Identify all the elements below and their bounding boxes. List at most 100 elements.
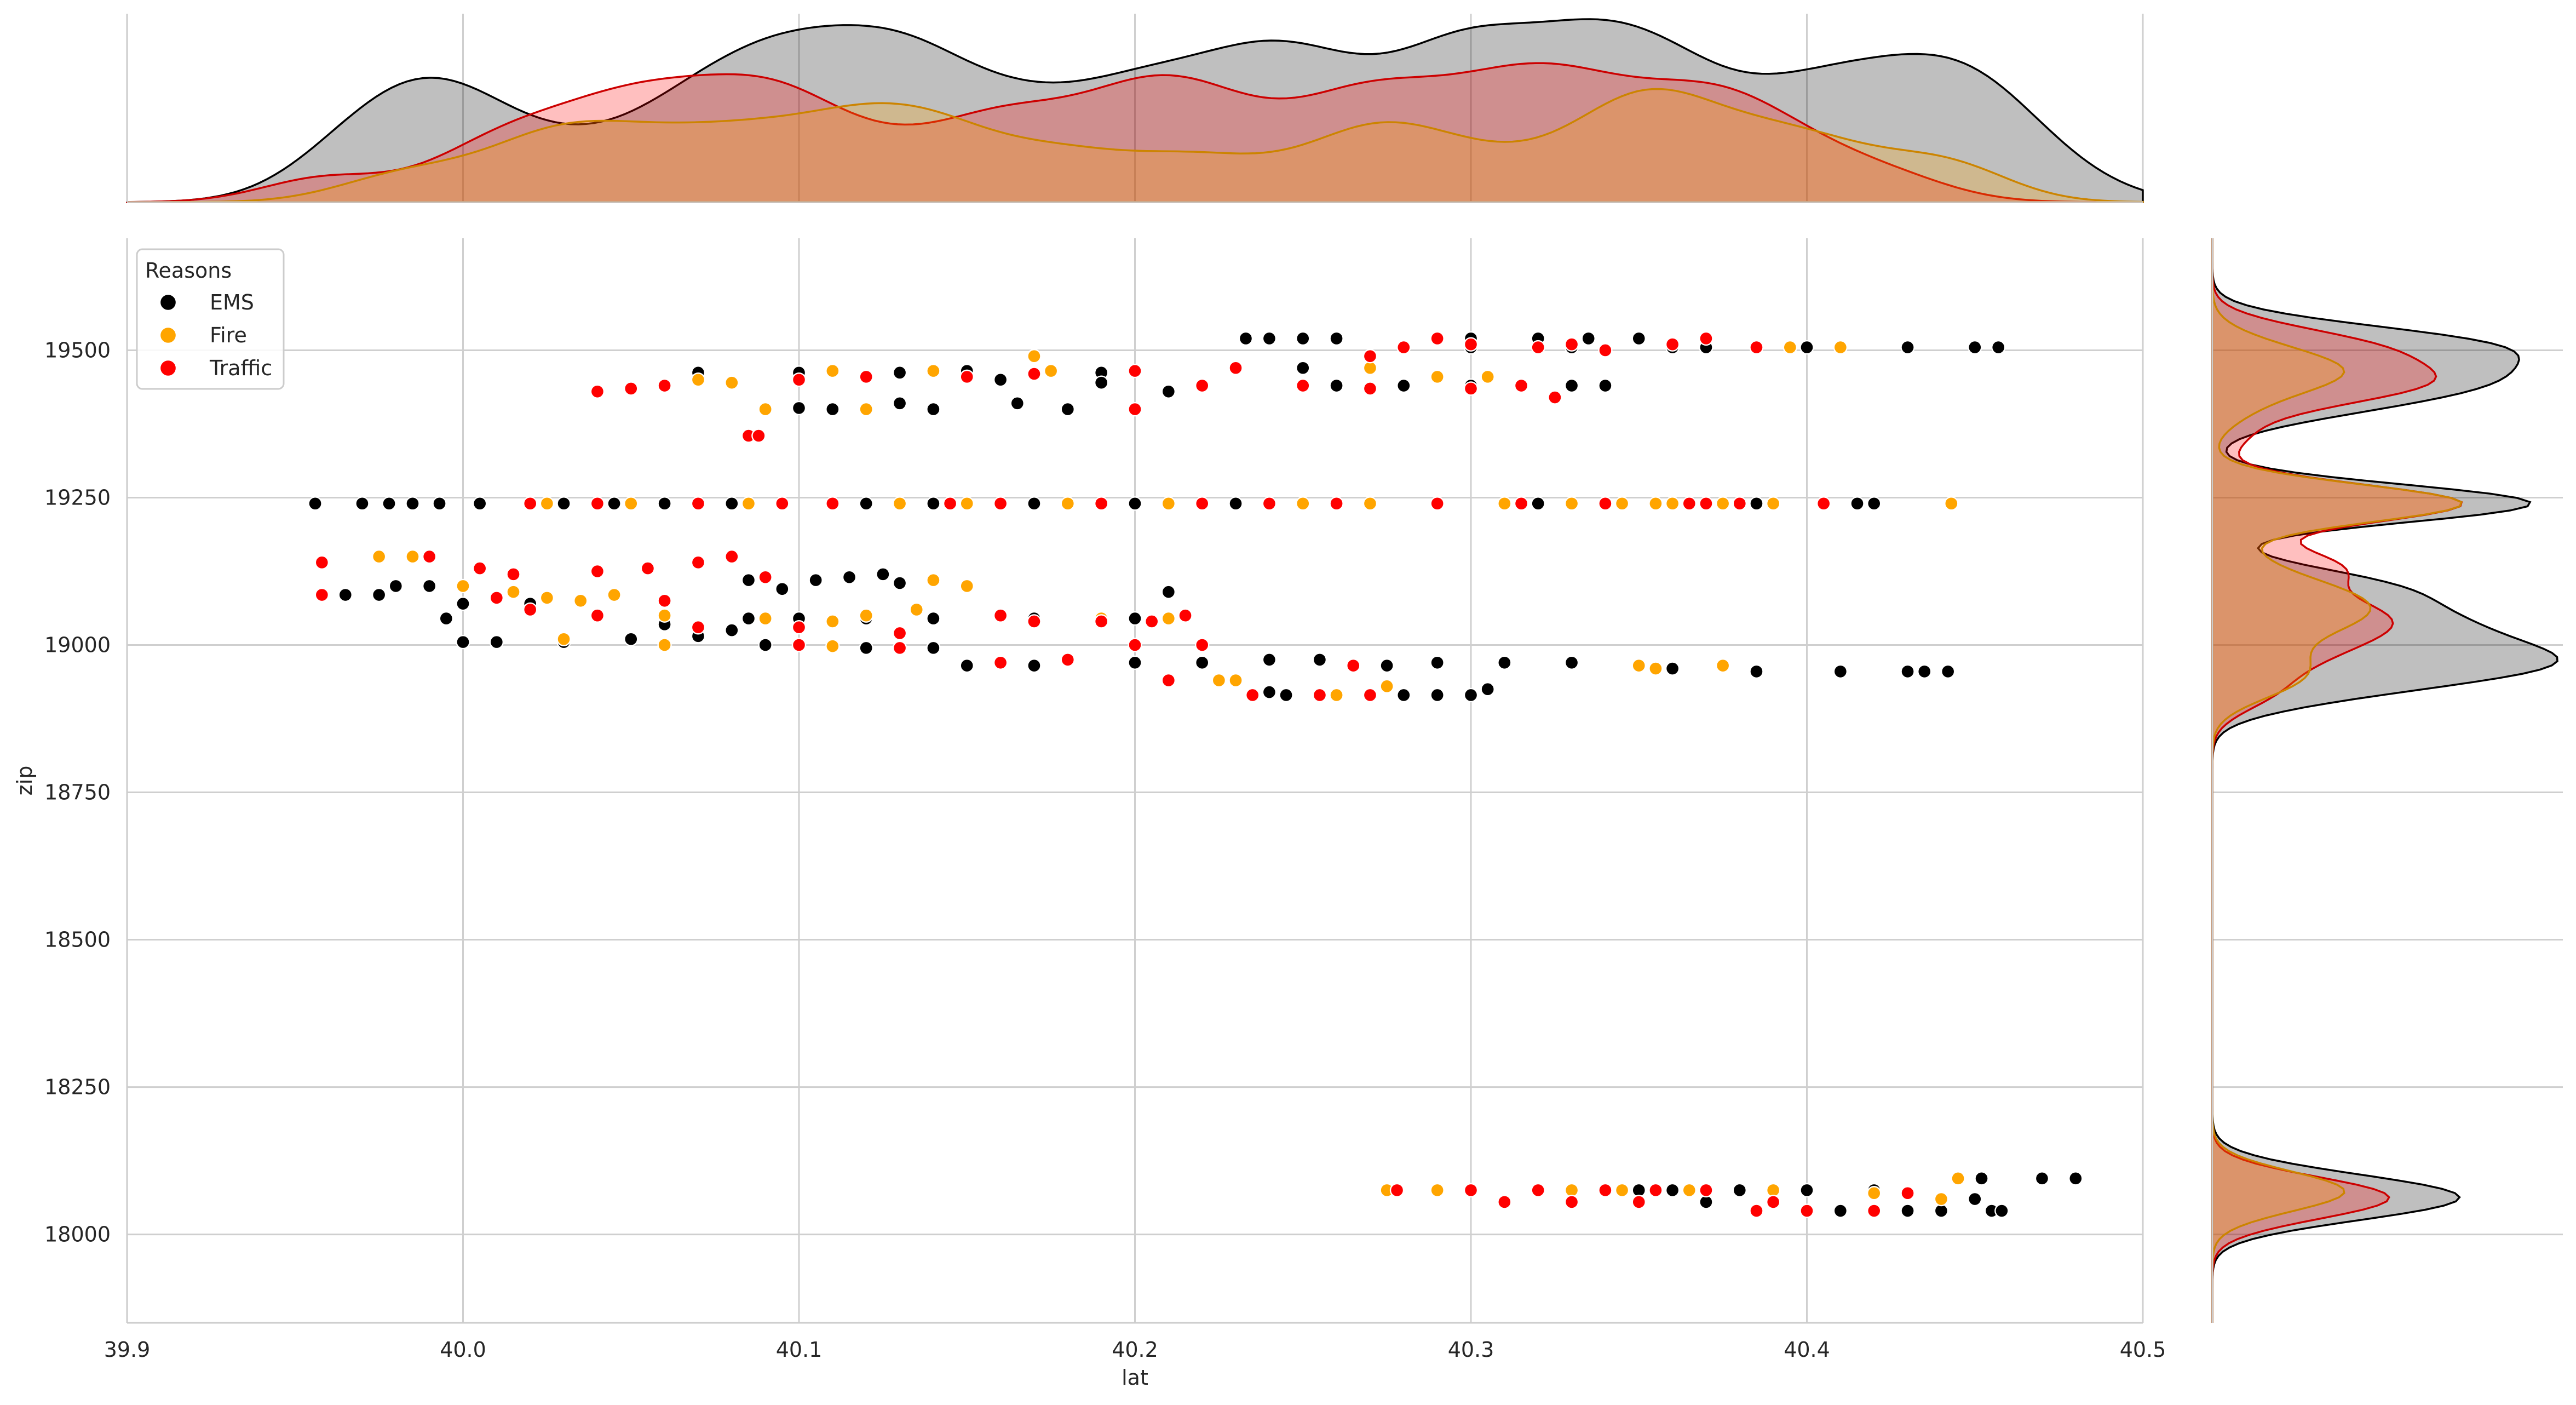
point-fire xyxy=(859,402,873,417)
point-traffic xyxy=(472,561,487,576)
point-traffic xyxy=(1598,343,1613,358)
point-fire xyxy=(1161,496,1176,511)
point-fire xyxy=(1027,349,1042,364)
point-fire xyxy=(1296,496,1310,511)
point-fire xyxy=(1715,658,1730,673)
point-ems xyxy=(556,496,571,511)
point-ems xyxy=(892,365,907,380)
right-marginal-kde xyxy=(2211,238,2558,1323)
point-ems xyxy=(1833,1203,1848,1218)
point-traffic xyxy=(1648,1183,1663,1198)
y-tick-label: 18500 xyxy=(44,928,111,952)
point-traffic xyxy=(691,496,706,511)
legend-frame xyxy=(136,248,285,390)
point-ems xyxy=(382,496,396,511)
point-traffic xyxy=(1144,614,1159,629)
point-traffic xyxy=(691,555,706,570)
point-ems xyxy=(1161,584,1176,599)
point-ems xyxy=(624,632,639,646)
point-ems xyxy=(1329,378,1344,393)
legend-marker-traffic xyxy=(159,359,177,377)
point-traffic xyxy=(1665,337,1680,352)
point-fire xyxy=(371,549,387,564)
point-ems xyxy=(1128,496,1142,511)
point-ems xyxy=(456,634,470,650)
point-traffic xyxy=(523,496,538,511)
point-traffic xyxy=(993,655,1008,670)
point-fire xyxy=(1379,679,1394,694)
point-ems xyxy=(1598,378,1613,393)
point-ems xyxy=(1900,664,1915,679)
point-fire xyxy=(1715,496,1730,511)
point-fire xyxy=(1766,496,1781,511)
point-ems xyxy=(308,496,323,511)
y-tick-label: 19250 xyxy=(44,485,111,509)
x-tick-label: 39.9 xyxy=(104,1338,151,1362)
point-traffic xyxy=(1128,363,1142,379)
point-fire xyxy=(758,402,773,417)
point-ems xyxy=(1994,1203,2009,1218)
point-traffic xyxy=(751,428,766,443)
kde-top-traffic xyxy=(126,62,2143,203)
legend: Reasons EMS Fire Traffic xyxy=(136,248,285,390)
series-ems xyxy=(308,331,2083,1218)
right-marginal-grid xyxy=(2212,349,2563,1236)
point-ems xyxy=(2068,1171,2083,1186)
point-traffic xyxy=(314,587,330,603)
point-fire xyxy=(1783,340,1798,355)
point-traffic xyxy=(1531,340,1545,355)
point-fire xyxy=(1648,496,1663,511)
legend-marker-ems xyxy=(159,293,177,312)
point-ems xyxy=(1027,658,1042,673)
point-fire xyxy=(758,611,773,626)
point-fire xyxy=(926,572,941,588)
point-traffic xyxy=(1161,673,1176,688)
point-ems xyxy=(808,572,823,588)
point-fire xyxy=(657,638,672,652)
point-traffic xyxy=(1699,331,1714,346)
point-traffic xyxy=(1749,1203,1764,1218)
point-traffic xyxy=(1598,1183,1613,1198)
legend-label-traffic: Traffic xyxy=(209,356,272,380)
point-fire xyxy=(1833,340,1848,355)
point-fire xyxy=(1614,496,1630,511)
point-traffic xyxy=(791,638,807,652)
point-traffic xyxy=(993,496,1008,511)
point-ems xyxy=(1312,652,1327,667)
point-traffic xyxy=(1245,687,1260,703)
point-traffic xyxy=(791,372,807,387)
point-fire xyxy=(1060,496,1076,511)
point-traffic xyxy=(1699,496,1714,511)
point-ems xyxy=(432,496,447,511)
point-traffic xyxy=(1766,1195,1781,1209)
point-ems xyxy=(1497,655,1512,670)
point-ems xyxy=(926,640,941,656)
point-ems xyxy=(1027,496,1042,511)
point-fire xyxy=(1665,496,1680,511)
point-ems xyxy=(456,596,470,611)
point-fire xyxy=(1497,496,1512,511)
main-grid xyxy=(126,238,2144,1323)
point-traffic xyxy=(1799,1203,1814,1218)
x-tick-label: 40.0 xyxy=(440,1338,486,1362)
point-ems xyxy=(1866,496,1882,511)
point-traffic xyxy=(959,369,974,385)
point-ems xyxy=(825,402,840,417)
point-traffic xyxy=(1816,496,1831,511)
point-ems xyxy=(859,640,873,656)
point-traffic xyxy=(314,555,330,570)
point-traffic xyxy=(1228,360,1243,375)
point-traffic xyxy=(892,640,907,656)
point-fire xyxy=(1480,369,1495,385)
point-fire xyxy=(725,375,739,390)
point-fire xyxy=(892,496,907,511)
point-fire xyxy=(607,587,622,603)
point-traffic xyxy=(1463,337,1479,352)
point-traffic xyxy=(1463,1183,1479,1198)
point-ems xyxy=(1296,331,1310,346)
x-tick-label: 40.4 xyxy=(1784,1338,1830,1362)
point-ems xyxy=(1194,655,1210,670)
x-tick-label: 40.2 xyxy=(1112,1338,1158,1362)
